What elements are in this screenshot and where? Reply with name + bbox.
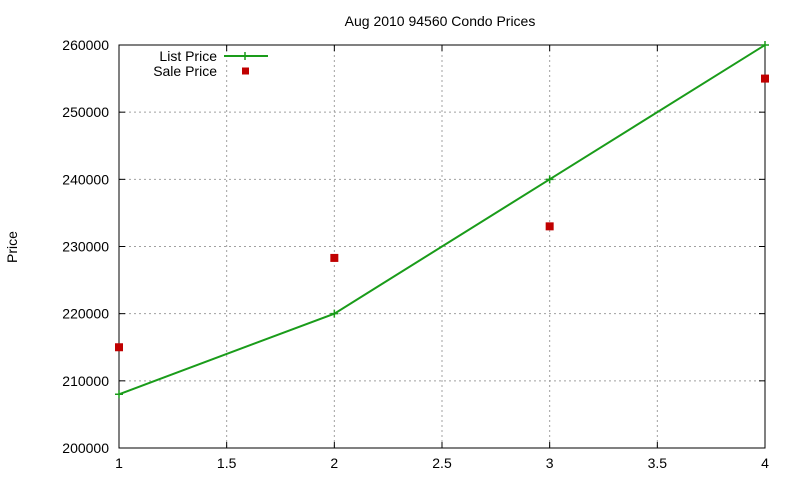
x-tick-label: 3 xyxy=(546,455,554,471)
legend-label-list-price: List Price xyxy=(159,48,217,64)
series-layer xyxy=(115,41,769,399)
legend-marker-list-price xyxy=(241,52,249,60)
legend-marker-sale-price xyxy=(242,67,249,75)
list-price-point xyxy=(545,175,554,184)
sale-price-point xyxy=(330,253,339,262)
sale-price-point xyxy=(115,343,123,352)
x-tick-label: 3.5 xyxy=(648,455,668,471)
list-price-line xyxy=(118,44,766,396)
axis-ticks: 1 1.5 2 2.5 3 3.5 4 200000 210000 220000 230000 240… xyxy=(62,37,769,471)
x-tick-label: 2.5 xyxy=(432,455,452,471)
y-tick-label: 210000 xyxy=(62,373,109,389)
y-tick-label: 230000 xyxy=(62,239,109,255)
list-price-point xyxy=(330,309,339,318)
legend: List Price Sale Price xyxy=(153,48,268,79)
x-tick-label: 2 xyxy=(330,455,338,471)
x-tick-label: 4 xyxy=(761,455,769,471)
y-axis-label: Price xyxy=(4,231,20,263)
x-tick-label: 1.5 xyxy=(217,455,237,471)
sale-price-point xyxy=(761,74,769,83)
y-tick-label: 240000 xyxy=(62,171,109,187)
chart-title: Aug 2010 94560 Condo Prices xyxy=(345,13,536,29)
y-tick-label: 260000 xyxy=(62,37,109,53)
y-tick-label: 200000 xyxy=(62,440,109,456)
sale-price-point xyxy=(545,222,554,231)
y-tick-label: 220000 xyxy=(62,306,109,322)
y-tick-label: 250000 xyxy=(62,104,109,120)
x-tick-label: 1 xyxy=(115,455,123,471)
list-price-point xyxy=(761,41,769,49)
list-price-point xyxy=(115,390,123,399)
legend-label-sale-price: Sale Price xyxy=(153,63,217,79)
